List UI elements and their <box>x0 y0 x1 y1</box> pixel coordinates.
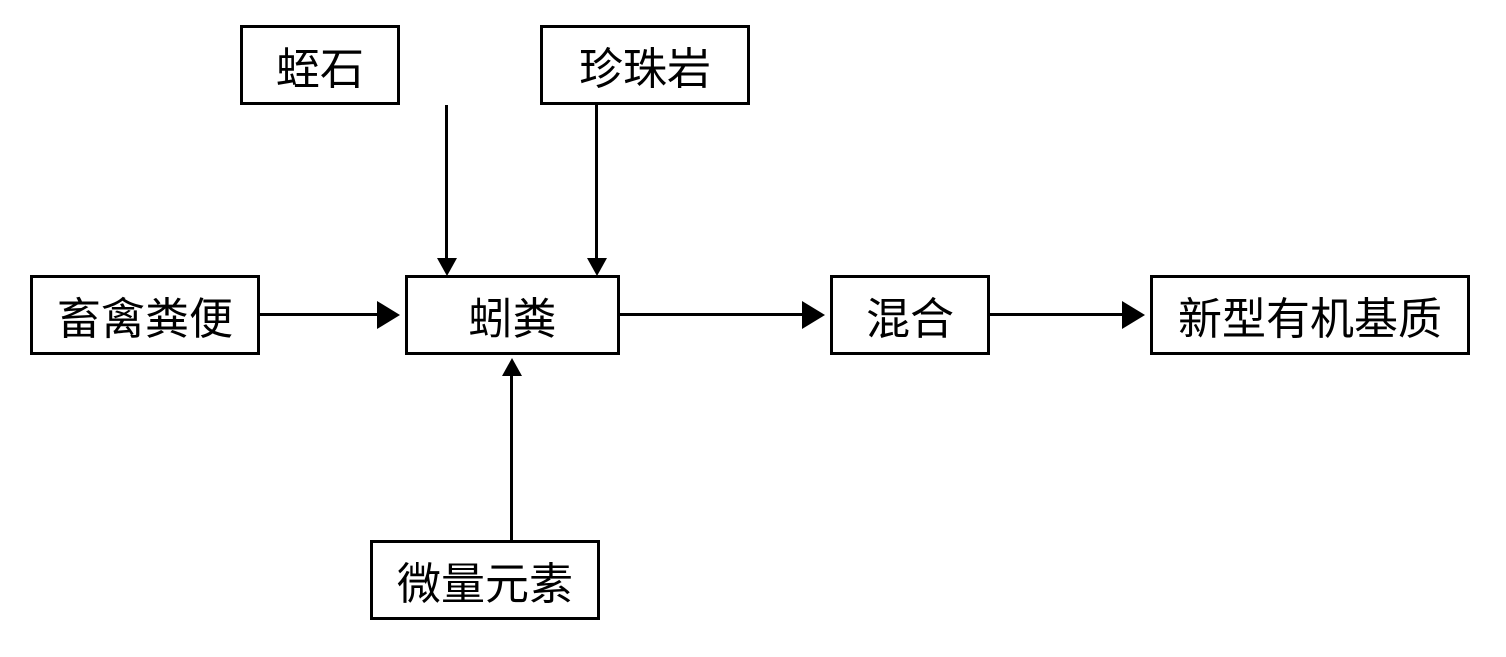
edge-line <box>990 313 1125 316</box>
node-label: 珍珠岩 <box>579 33 711 97</box>
arrow-head-icon <box>805 303 825 327</box>
node-input-top1: 蛭石 <box>240 25 400 105</box>
arrow-head-icon <box>502 358 522 376</box>
node-label: 蚓粪 <box>469 283 557 347</box>
node-output: 新型有机基质 <box>1150 275 1470 355</box>
node-input-left: 畜禽粪便 <box>30 275 260 355</box>
arrow-head-icon <box>380 303 400 327</box>
node-input-bottom: 微量元素 <box>370 540 600 620</box>
edge-line <box>445 105 448 260</box>
node-input-top2: 珍珠岩 <box>540 25 750 105</box>
node-label: 新型有机基质 <box>1178 283 1442 347</box>
arrow-head-icon <box>1125 303 1145 327</box>
edge-line <box>510 373 513 540</box>
arrow-head-icon <box>587 258 607 276</box>
node-label: 混合 <box>866 283 954 347</box>
node-center: 蚓粪 <box>405 275 620 355</box>
node-label: 微量元素 <box>397 548 573 612</box>
node-mix: 混合 <box>830 275 990 355</box>
node-label: 蛭石 <box>276 33 364 97</box>
edge-line <box>595 105 598 260</box>
edge-line <box>620 313 805 316</box>
arrow-head-icon <box>437 258 457 276</box>
edge-line <box>260 313 380 316</box>
node-label: 畜禽粪便 <box>57 283 233 347</box>
